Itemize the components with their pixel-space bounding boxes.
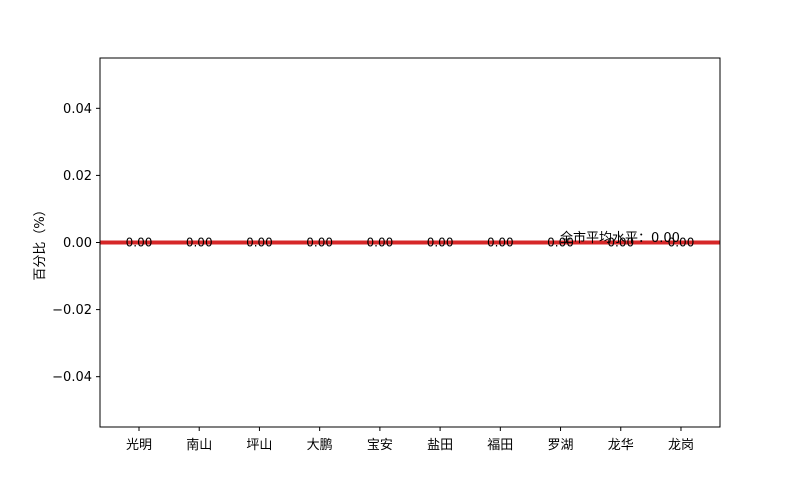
x-tick-label: 盐田	[427, 438, 453, 453]
x-tick-label: 南山	[186, 437, 212, 453]
x-axis-ticks: 光明 南山 坪山 大鹏 宝安 盐田 福田 罗湖 龙华 龙岗	[126, 427, 694, 453]
bar-value-label: 0.00	[126, 236, 153, 250]
x-tick-label: 龙岗	[668, 438, 694, 453]
bar-value-label: 0.00	[246, 236, 273, 250]
bar-value-label: 0.00	[427, 236, 454, 250]
x-tick-label: 大鹏	[307, 438, 333, 453]
bar-value-labels: 0.00 0.00 0.00 0.00 0.00 0.00 0.00 0.00 0.00 0.00	[126, 236, 695, 250]
bar-value-label: 0.00	[668, 236, 695, 250]
y-tick-label: −0.02	[52, 303, 92, 318]
x-tick-label: 坪山	[246, 438, 272, 453]
y-axis-ticks: −0.04 −0.02 0.00 0.02 0.04	[52, 102, 100, 385]
x-tick-label: 龙华	[608, 438, 634, 453]
bar-value-label: 0.00	[186, 236, 213, 250]
bar-value-label: 0.00	[306, 236, 333, 250]
y-tick-label: 0.02	[63, 169, 92, 184]
x-tick-label: 光明	[126, 438, 152, 453]
plot-frame	[99, 57, 721, 428]
y-tick-label: −0.04	[52, 370, 92, 385]
x-tick-label: 罗湖	[548, 438, 574, 453]
y-tick-label: 0.00	[63, 236, 92, 251]
average-line-label: 全市平均水平：0.00	[560, 230, 680, 246]
x-tick-label: 宝安	[367, 438, 393, 453]
bar-value-label: 0.00	[367, 236, 394, 250]
x-tick-label: 福田	[487, 438, 513, 453]
bar-value-label: 0.00	[487, 236, 514, 250]
y-axis-label: 百分比（%）	[33, 203, 48, 280]
y-tick-label: 0.04	[63, 102, 92, 117]
bar-value-label: 0.00	[607, 236, 634, 250]
bar-value-label: 0.00	[547, 236, 574, 250]
